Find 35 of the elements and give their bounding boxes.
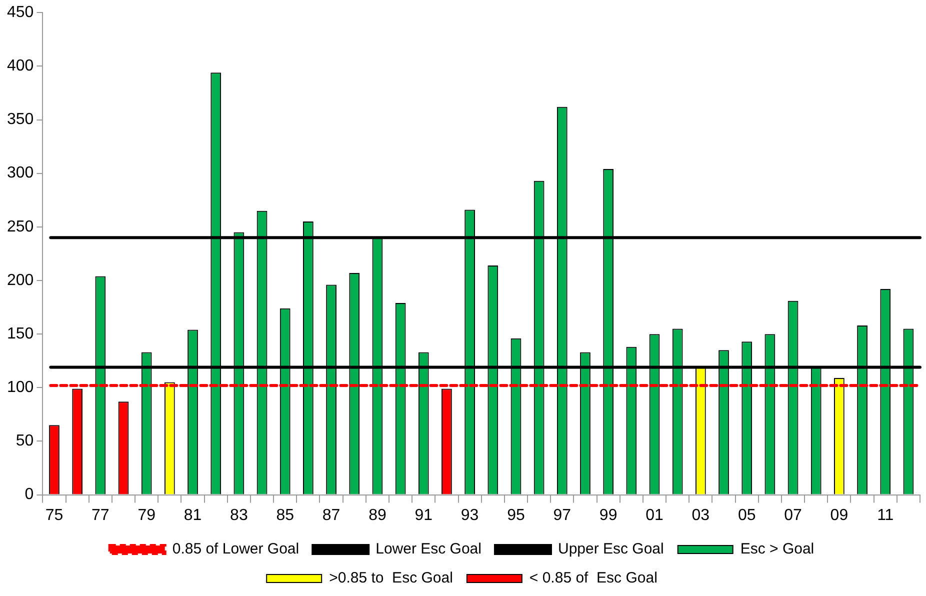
y-tick-label: 200 xyxy=(6,272,34,289)
x-tick-label: 93 xyxy=(460,506,479,524)
x-tick-label: 91 xyxy=(414,506,433,524)
x-tick-label: 81 xyxy=(184,506,202,524)
x-tick-label: 89 xyxy=(368,506,386,524)
x-tick-label: 05 xyxy=(738,506,756,524)
legend-label: Esc > Goal xyxy=(740,540,814,558)
x-tick-label: 95 xyxy=(507,506,525,524)
y-tick-label: 250 xyxy=(6,218,34,236)
y-tick-label: 150 xyxy=(6,325,34,342)
legend-label: Lower Esc Goal xyxy=(376,540,482,558)
x-tick-label: 75 xyxy=(45,506,64,524)
x-tick-label: 03 xyxy=(692,506,710,524)
x-tick-label: 01 xyxy=(646,506,664,524)
x-tick-label: 79 xyxy=(138,506,156,524)
y-tick-label: 400 xyxy=(6,58,34,75)
y-tick-label: 0 xyxy=(24,486,34,504)
x-tick-label: 87 xyxy=(322,506,340,524)
legend-label: >0.85 to Esc Goal xyxy=(329,570,453,587)
y-tick-label: 300 xyxy=(6,164,34,182)
x-tick-label: 85 xyxy=(276,506,294,524)
x-tick-label: 77 xyxy=(92,506,110,524)
x-tick-label: 99 xyxy=(599,506,618,524)
x-tick-label: 83 xyxy=(230,506,248,524)
y-tick-label: 50 xyxy=(16,432,34,450)
x-tick-label: 97 xyxy=(553,506,572,524)
y-tick-label: 350 xyxy=(6,111,34,128)
legend-label: 0.85 of Lower Goal xyxy=(172,540,300,558)
legend-label: Upper Esc Goal xyxy=(558,540,664,558)
y-tick-label: 100 xyxy=(6,379,34,396)
x-tick-label: 11 xyxy=(877,506,894,524)
legend-label: < 0.85 of Esc Goal xyxy=(529,570,658,587)
x-tick-label: 07 xyxy=(784,506,802,524)
y-tick-label: 450 xyxy=(6,4,34,22)
x-tick-label: 09 xyxy=(830,506,848,524)
